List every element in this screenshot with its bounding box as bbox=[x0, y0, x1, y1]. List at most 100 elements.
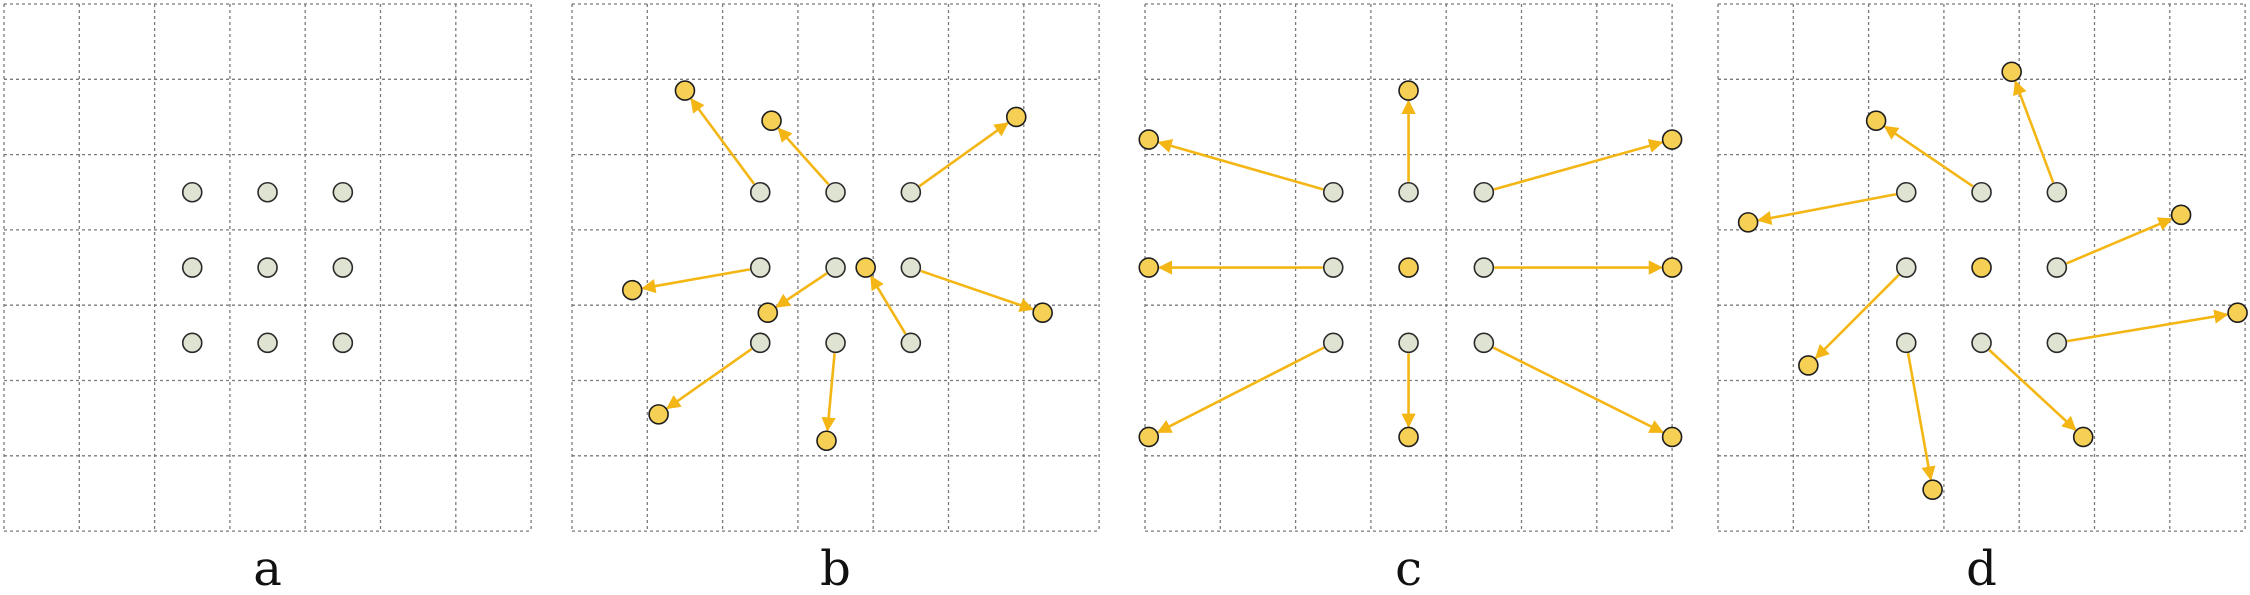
offset-point bbox=[1138, 257, 1160, 278]
sampling-point bbox=[900, 181, 922, 203]
panel-label-b: b bbox=[820, 541, 851, 595]
sampling-point bbox=[332, 181, 354, 203]
sampling-point bbox=[332, 257, 354, 278]
sampling-point bbox=[2046, 181, 2068, 203]
offset-point bbox=[2227, 302, 2248, 324]
offset-arrow bbox=[1883, 125, 1974, 188]
sampling-point bbox=[257, 181, 278, 203]
sampling-point bbox=[1473, 332, 1495, 354]
panel-b: b bbox=[571, 3, 1100, 595]
sampling-points bbox=[1737, 61, 2248, 500]
offset-point bbox=[2170, 204, 2192, 226]
sampling-point bbox=[2046, 257, 2068, 278]
sampling-point bbox=[1473, 181, 1495, 203]
sampling-point bbox=[1895, 181, 1917, 203]
sampling-point bbox=[257, 332, 278, 354]
offset-point bbox=[2001, 61, 2022, 83]
offset-arrow bbox=[775, 272, 828, 308]
sampling-point bbox=[1398, 332, 1419, 354]
sampling-point bbox=[1398, 181, 1419, 203]
offset-arrow bbox=[777, 127, 830, 186]
offset-point bbox=[1661, 426, 1683, 448]
offset-point bbox=[1798, 355, 1819, 376]
offset-arrow bbox=[2066, 309, 2229, 343]
offset-arrows bbox=[641, 97, 1035, 432]
offset-arrow bbox=[1493, 138, 1664, 191]
sampling-point bbox=[825, 257, 846, 278]
sampling-point bbox=[749, 332, 771, 354]
sampling-points bbox=[181, 181, 354, 354]
offset-arrow bbox=[666, 347, 753, 410]
offset-arrow bbox=[1814, 274, 1900, 360]
offset-point bbox=[648, 404, 669, 425]
sampling-point bbox=[1322, 257, 1344, 278]
offset-arrow bbox=[1157, 139, 1324, 191]
offset-point bbox=[816, 430, 837, 452]
offset-point bbox=[1737, 212, 1759, 233]
offset-arrow bbox=[1156, 346, 1325, 434]
offset-arrow bbox=[1492, 346, 1664, 434]
offset-arrow bbox=[2013, 80, 2055, 183]
panel-label-c: c bbox=[1395, 541, 1422, 595]
offset-point bbox=[761, 110, 782, 132]
sampling-point bbox=[1895, 332, 1917, 354]
offset-arrow bbox=[1988, 349, 2077, 431]
offset-point bbox=[1398, 80, 1419, 101]
offset-point bbox=[674, 80, 696, 101]
offset-point bbox=[1138, 426, 1160, 448]
sampling-point bbox=[1398, 257, 1419, 278]
sampling-point bbox=[1473, 257, 1495, 278]
offset-arrows bbox=[1156, 99, 1664, 434]
offset-point bbox=[1138, 129, 1160, 150]
sampling-point bbox=[749, 181, 771, 203]
sampling-point bbox=[825, 332, 846, 354]
offset-point bbox=[1661, 129, 1683, 150]
offset-arrow bbox=[2066, 217, 2173, 265]
panel-a: a bbox=[3, 3, 532, 595]
sampling-point bbox=[749, 257, 771, 278]
sampling-point bbox=[900, 257, 922, 278]
panel-d: d bbox=[1717, 3, 2248, 595]
sampling-point bbox=[181, 181, 203, 203]
sampling-point bbox=[1971, 181, 1992, 203]
sampling-point bbox=[1971, 332, 1992, 354]
offset-arrow bbox=[690, 97, 756, 185]
offset-arrow bbox=[821, 353, 836, 432]
sampling-point bbox=[257, 257, 278, 278]
offset-arrow bbox=[918, 121, 1009, 188]
offset-point bbox=[1865, 110, 1887, 132]
sampling-point bbox=[332, 332, 354, 354]
sampling-points bbox=[621, 80, 1053, 452]
grid bbox=[571, 3, 1100, 532]
offset-arrow bbox=[1906, 352, 1936, 481]
panel-label-a: a bbox=[253, 541, 282, 595]
offset-point bbox=[1398, 426, 1419, 448]
sampling-point bbox=[181, 332, 203, 354]
offset-arrows bbox=[1757, 80, 2229, 481]
sampling-point bbox=[900, 332, 922, 354]
sampling-point bbox=[1322, 181, 1344, 203]
offset-point bbox=[1005, 106, 1027, 128]
offset-arrow bbox=[920, 269, 1035, 312]
sampling-points bbox=[1138, 80, 1683, 448]
sampling-point bbox=[1895, 257, 1917, 278]
sampling-point bbox=[1322, 332, 1344, 354]
sampling-point bbox=[1971, 257, 1992, 278]
grid bbox=[3, 3, 532, 532]
offset-point bbox=[2072, 426, 2094, 448]
offset-point bbox=[757, 302, 779, 324]
offset-arrow bbox=[869, 275, 907, 335]
offset-point bbox=[1661, 257, 1683, 278]
offset-arrow bbox=[641, 268, 751, 294]
offset-point bbox=[1032, 302, 1053, 324]
sampling-point bbox=[2046, 332, 2068, 354]
offset-point bbox=[1922, 479, 1943, 500]
panel-label-d: d bbox=[1966, 541, 1997, 595]
sampling-point bbox=[181, 257, 203, 278]
offset-point bbox=[621, 279, 643, 301]
sampling-point bbox=[825, 181, 846, 203]
offset-arrow bbox=[1757, 192, 1897, 226]
offset-point bbox=[855, 257, 876, 278]
panel-c: c bbox=[1138, 3, 1683, 595]
